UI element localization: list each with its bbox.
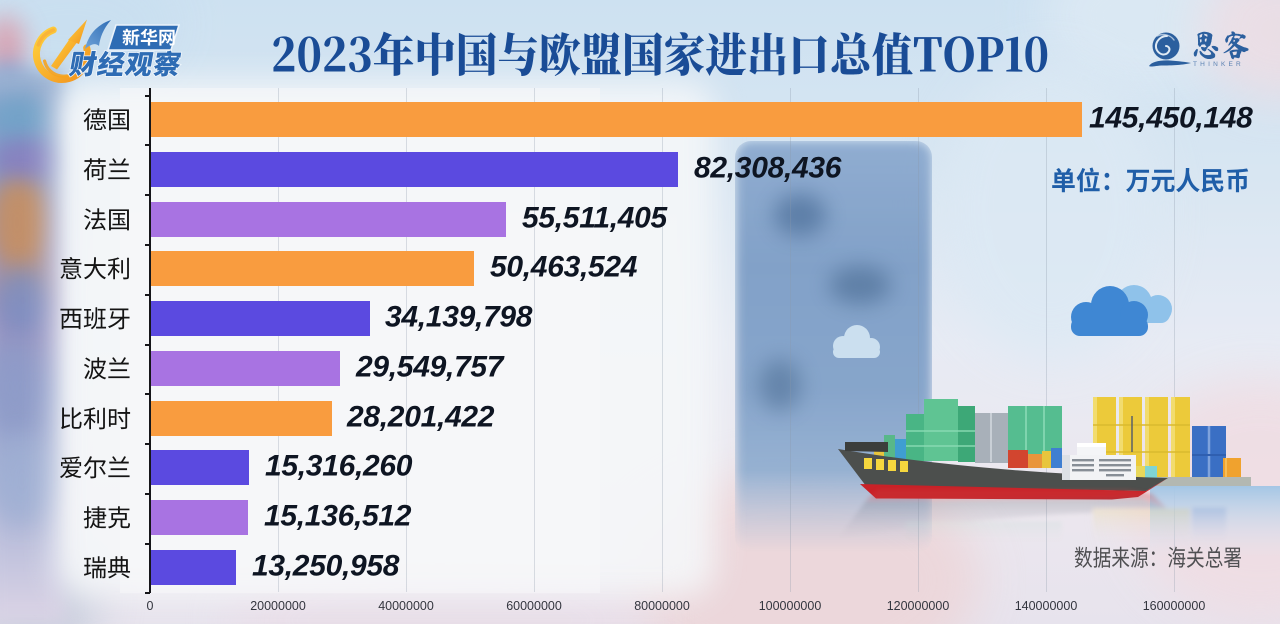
- svg-text:THINKER: THINKER: [1193, 61, 1244, 68]
